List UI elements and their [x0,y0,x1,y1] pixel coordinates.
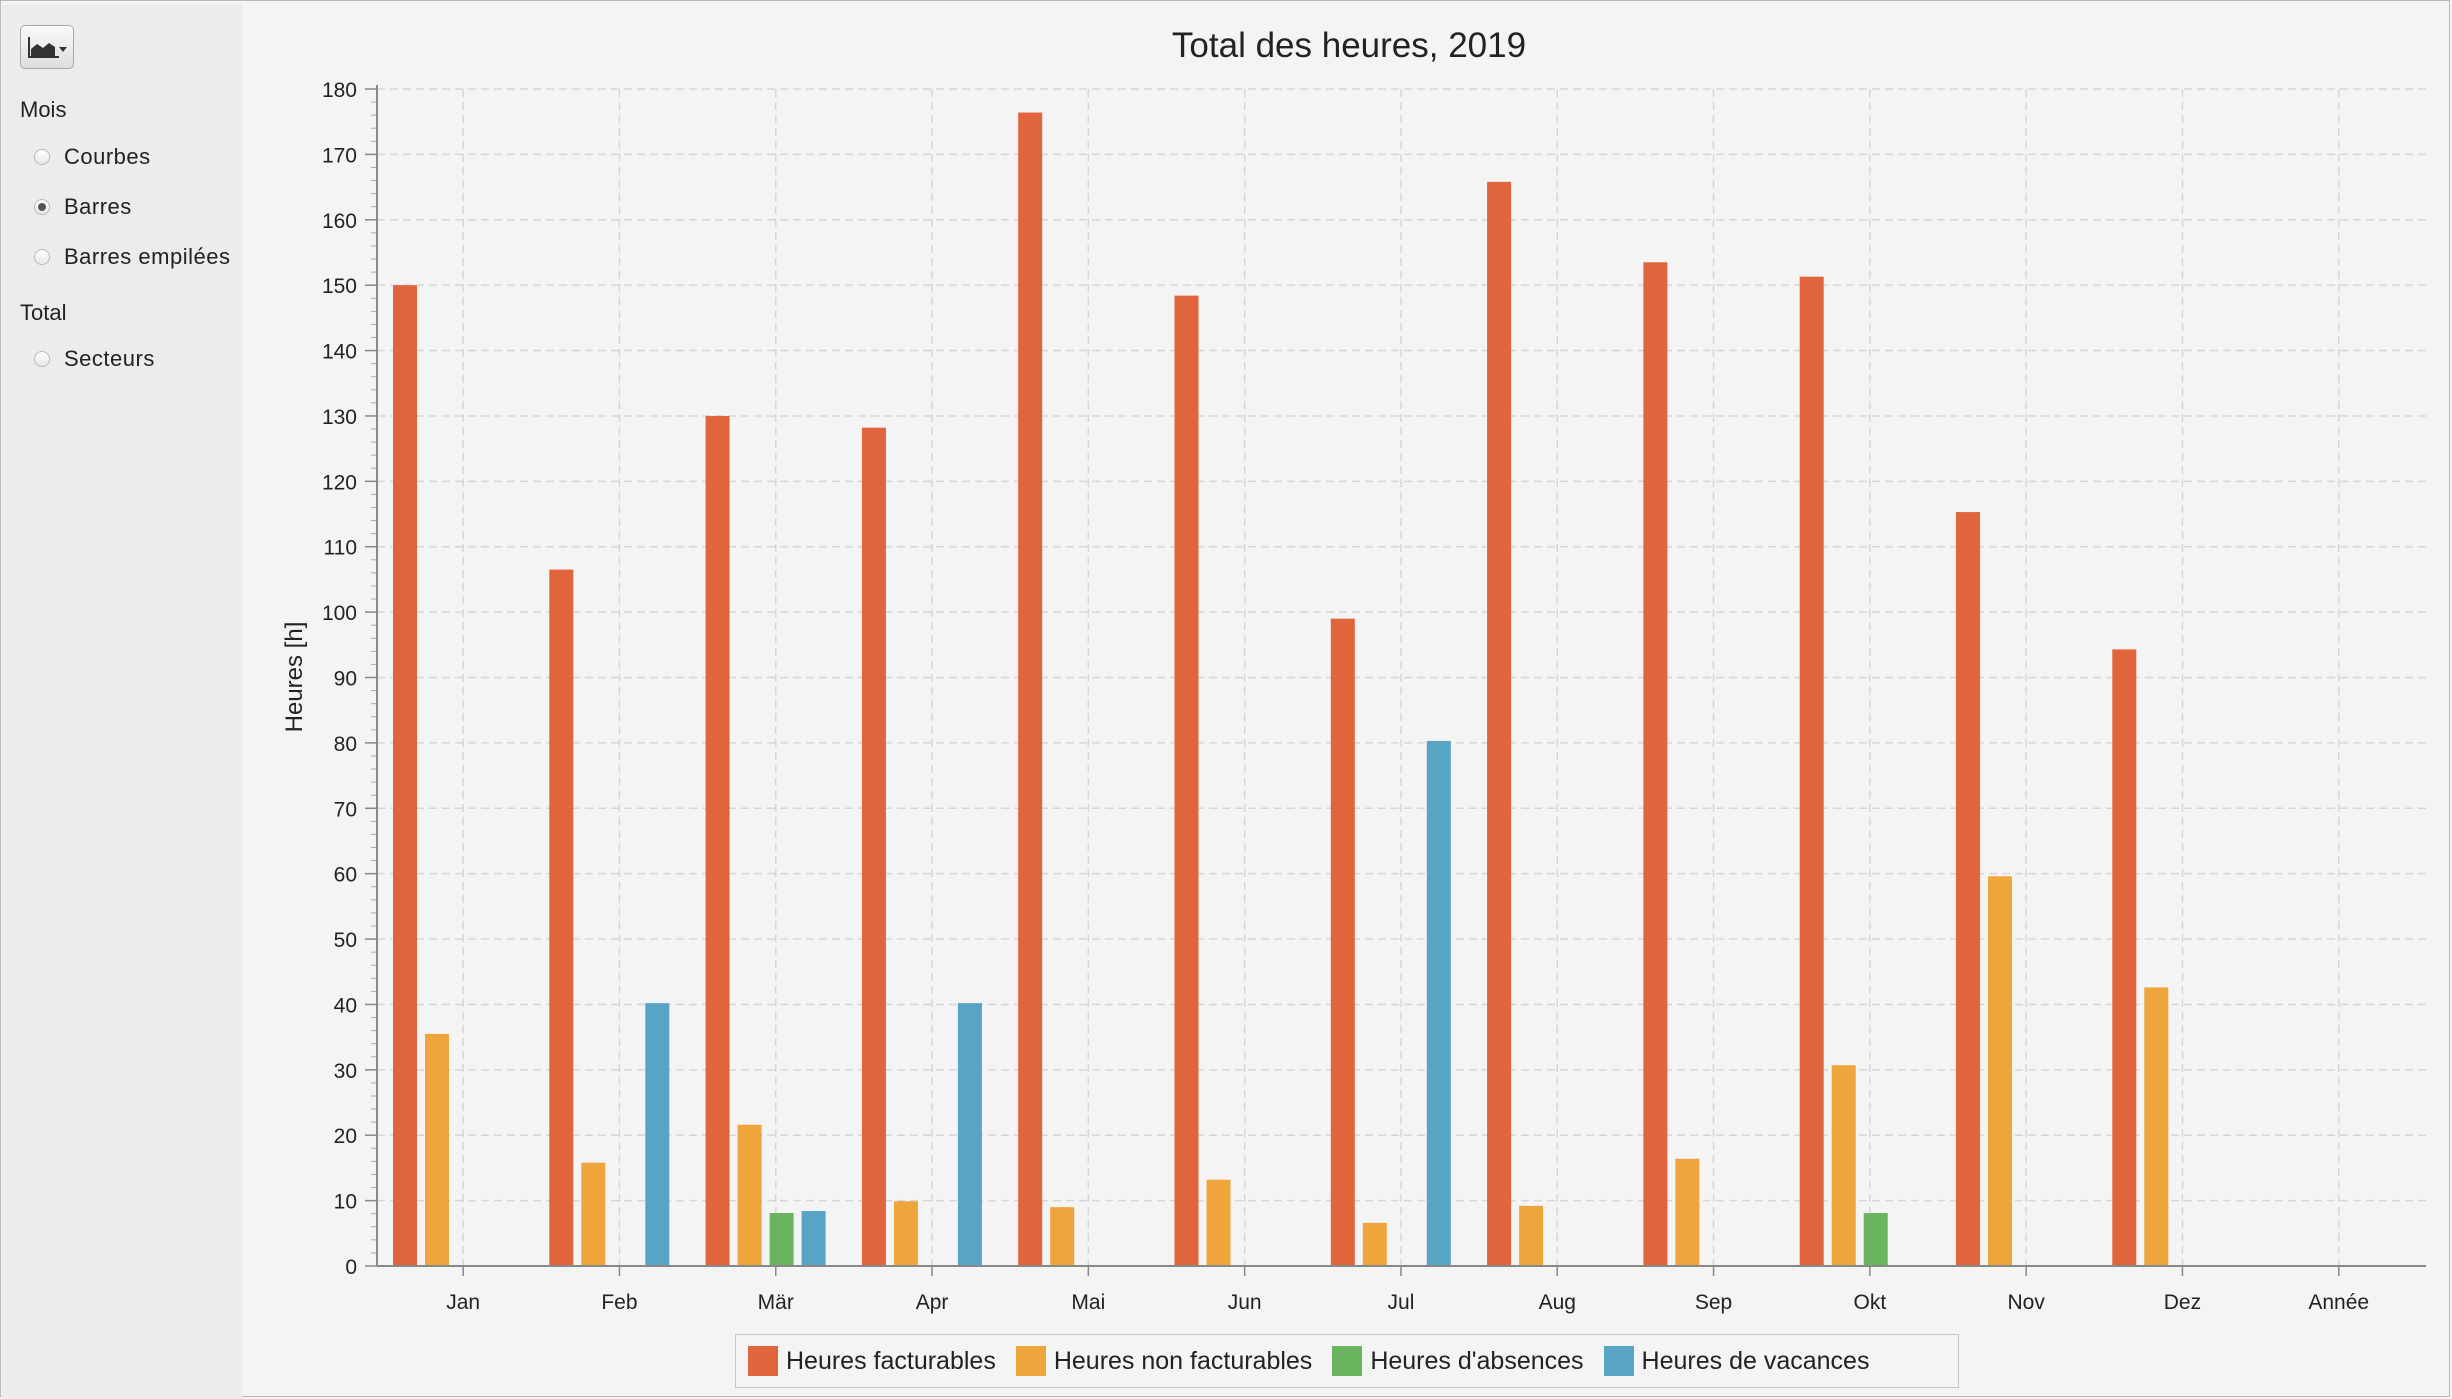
x-tick-label: Apr [916,1291,949,1314]
legend: Heures facturables Heures non facturables… [735,1334,1959,1388]
bar-2-Sep [1675,1158,1700,1266]
bar-1-Feb [549,569,574,1266]
radio-label-bars: Barres [64,194,132,219]
area-chart-icon [28,37,67,58]
legend-label: Heures d'absences [1370,1346,1584,1375]
bar-4-Mär [801,1211,826,1266]
bar-2-Okt [1831,1065,1856,1266]
bar-4-Feb [645,1003,670,1266]
x-tick-label: Okt [1854,1291,1887,1314]
bar-1-Okt [1799,276,1824,1266]
radio-lines[interactable]: Courbes [34,142,151,172]
bar-3-Mär [769,1213,794,1266]
legend-item: Heures non facturables [1015,1346,1313,1376]
y-tick-label: 150 [322,275,357,298]
legend-label: Heures non facturables [1053,1346,1313,1375]
bar-1-Apr [861,427,886,1266]
radio-label-lines: Courbes [64,144,151,169]
y-tick-label: 30 [334,1060,357,1083]
bar-3-Okt [1863,1213,1888,1266]
y-tick-label: 20 [334,1125,357,1148]
x-tick-label: Aug [1539,1291,1576,1314]
bar-4-Jul [1426,740,1451,1266]
radio-bars[interactable]: Barres [34,192,132,222]
x-tick-label: Mai [1071,1291,1105,1314]
y-tick-label: 0 [345,1256,357,1279]
bar-2-Jul [1362,1222,1387,1266]
legend-swatch [1015,1346,1046,1376]
legend-swatch [748,1346,778,1376]
y-tick-label: 10 [334,1191,357,1214]
y-tick-label: 50 [334,929,357,952]
bar-1-Jul [1330,618,1355,1266]
section-label-total: Total [20,300,67,325]
x-tick-label: Année [2308,1291,2369,1314]
y-axis-label: Heures [h] [281,622,308,733]
legend-item: Heures facturables [748,1346,996,1376]
radio-button[interactable] [34,149,50,165]
y-tick-label: 110 [324,537,357,560]
legend-label: Heures facturables [786,1346,996,1375]
legend-swatch [1603,1346,1634,1376]
bar-1-Mär [705,415,730,1266]
x-tick-label: Mär [758,1291,794,1314]
radio-pie[interactable]: Secteurs [34,344,155,374]
y-tick-label: 70 [334,798,357,821]
chart-title: Total des heures, 2019 [1172,26,1526,65]
x-tick-label: Sep [1695,1291,1732,1314]
y-tick-label: 90 [334,668,357,691]
section-label-month: Mois [20,97,67,122]
bars [393,112,2169,1267]
x-tick-label: Feb [601,1291,637,1314]
radio-label-pie: Secteurs [64,346,155,371]
bar-1-Jun [1174,295,1199,1266]
radio-button[interactable] [34,249,50,265]
bar-1-Sep [1643,262,1668,1267]
bar-1-Nov [1956,512,1980,1266]
y-tick-label: 170 [322,144,357,167]
bar-2-Mai [1050,1207,1075,1266]
y-tick-label: 80 [334,733,357,756]
x-tick-label: Nov [2007,1291,2045,1314]
y-tick-label: 60 [334,864,357,887]
bar-2-Feb [581,1162,606,1266]
y-tick-label: 100 [322,602,357,625]
axes: 0 10 20 30 40 50 60 70 80 90 100 110 120 130 140 150 160… [322,79,2426,1314]
bar-1-Dez [2112,649,2137,1266]
bar-2-Jan [425,1033,449,1266]
sidebar: Mois Courbes Barres Barres empilées Tota… [2,5,242,1399]
radio-stacked-bars[interactable]: Barres empilées [34,242,230,272]
y-tick-label: 160 [322,210,357,233]
bar-1-Jan [393,285,417,1267]
bar-1-Mai [1018,112,1043,1266]
legend-item: Heures de vacances [1603,1346,1870,1376]
bar-chart: Total des heures, 2019 Heures [h] 0 10 20 3… [281,26,2426,1314]
legend-label: Heures de vacances [1641,1346,1870,1375]
legend-item: Heures d'absences [1332,1346,1584,1376]
radio-button[interactable] [34,351,50,367]
chart-type-menu-button[interactable] [20,25,74,69]
y-tick-label: 140 [322,341,357,364]
y-tick-label: 120 [322,471,357,494]
bar-2-Aug [1519,1205,1544,1266]
x-tick-label: Jun [1228,1291,1262,1314]
y-tick-label: 40 [334,994,357,1017]
bar-2-Mär [737,1124,762,1266]
y-tick-label: 180 [322,79,357,102]
x-tick-label: Jul [1388,1291,1415,1314]
x-tick-label: Dez [2164,1291,2201,1314]
bar-2-Nov [1988,876,2012,1266]
bar-4-Apr [957,1003,982,1266]
radio-label-stacked: Barres empilées [64,244,231,269]
bar-1-Aug [1487,181,1512,1267]
legend-swatch [1332,1346,1363,1376]
radio-button-selected[interactable] [34,199,50,215]
bar-2-Jun [1206,1179,1231,1266]
x-tick-label: Jan [446,1291,480,1314]
bar-2-Dez [2144,987,2169,1266]
y-tick-label: 130 [322,406,357,429]
bar-2-Apr [893,1201,918,1266]
